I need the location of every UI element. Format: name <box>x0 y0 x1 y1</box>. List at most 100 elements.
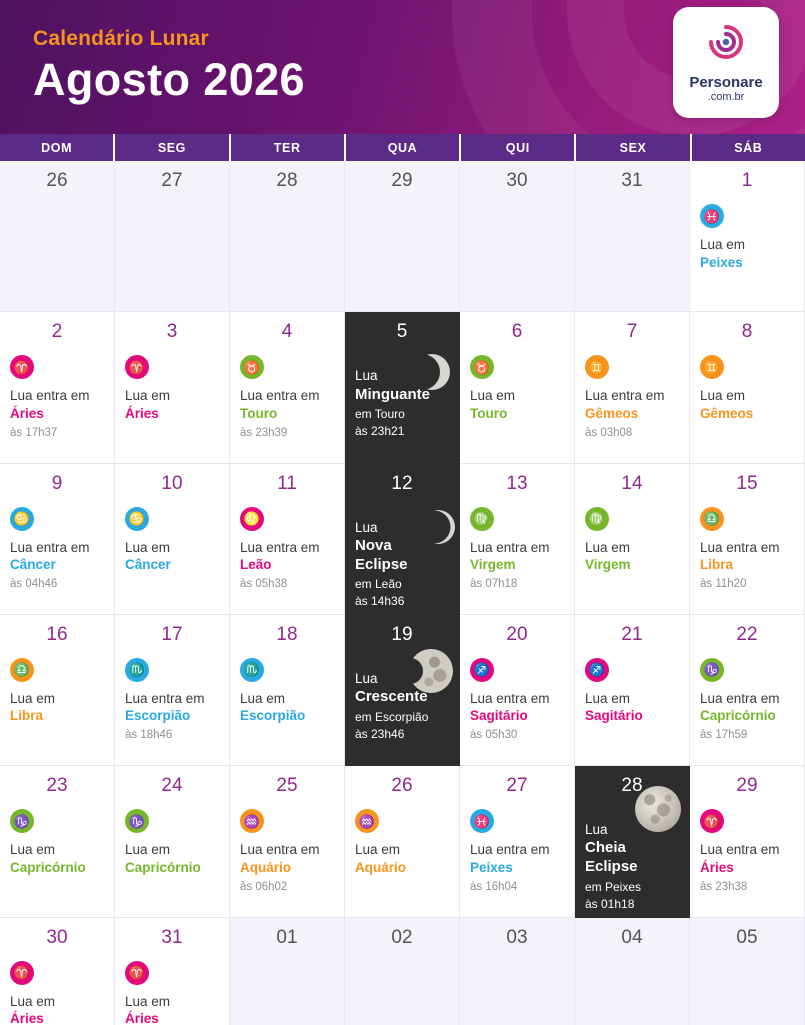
day-cell-28: 28 <box>230 161 345 313</box>
aquario-zodiac-icon: ♒ <box>240 809 264 834</box>
moon-word: Lua <box>355 670 378 686</box>
day-number: 27 <box>506 775 528 797</box>
moon-position-text: Lua entra em <box>470 690 550 706</box>
moon-position-text: Lua em <box>125 993 171 1009</box>
day-cell-29: 29 <box>345 161 460 313</box>
moon-position-text: Lua entra em <box>700 842 780 858</box>
sign-label: Áries <box>10 1011 44 1025</box>
day-cell-31: 31 ♈ Lua em Áries <box>115 917 230 1025</box>
weekday-header-row: DOM SEG TER QUA QUI SEX SÁB <box>0 134 805 161</box>
moon-position-text: Lua em <box>10 842 56 858</box>
virgem-zodiac-icon: ♍ <box>470 506 494 531</box>
aries-zodiac-icon: ♈ <box>10 960 34 985</box>
day-number: 29 <box>391 170 413 191</box>
time-label: às 17h59 <box>700 729 748 742</box>
sign-label: Sagitário <box>470 708 528 724</box>
day-number: 24 <box>161 775 183 797</box>
calendar-subtitle: Calendário Lunar <box>33 27 209 50</box>
aquario-zodiac-icon: ♒ <box>355 809 379 834</box>
moon-position-text: Lua entra em <box>700 539 780 555</box>
day-number: 3 <box>166 321 178 343</box>
moon-position-text: Lua entra em <box>10 388 90 404</box>
day-cell-16: 16 ♎ Lua em Libra <box>0 614 115 767</box>
day-cell-17: 17 ♏ Lua entra em Escorpião às 18h46 <box>115 614 230 767</box>
time-label: às 03h08 <box>585 426 633 439</box>
day-number: 02 <box>391 926 413 948</box>
moon-time-label: às 23h46 <box>355 726 405 741</box>
day-cell-5: 5 Lua Minguante em Touro às 23h21 <box>345 312 460 464</box>
weekday-dom: DOM <box>0 134 114 161</box>
day-cell-25: 25 ♒ Lua entra em Aquário às 06h02 <box>230 766 345 918</box>
sign-label: Escorpião <box>125 708 191 724</box>
day-number: 2 <box>51 321 63 343</box>
peixes-zodiac-icon: ♓ <box>470 809 494 834</box>
day-cell-31: 31 <box>575 161 690 313</box>
day-number: 9 <box>51 472 63 494</box>
day-cell-6: 6 ♉ Lua em Touro <box>460 312 575 464</box>
day-number: 18 <box>276 623 298 645</box>
sign-label: Touro <box>240 405 278 421</box>
sign-label: Câncer <box>10 557 56 573</box>
moon-sign-detail: em Leão <box>355 577 402 592</box>
day-number: 05 <box>736 926 758 948</box>
day-number: 25 <box>276 775 298 797</box>
moon-word: Lua <box>355 519 378 535</box>
time-label: às 16h04 <box>470 880 518 893</box>
day-cell-20: 20 ♐ Lua entra em Sagitário às 05h30 <box>460 614 575 767</box>
day-number: 21 <box>621 623 643 645</box>
moon-time-label: às 14h36 <box>355 593 405 608</box>
day-number: 20 <box>506 623 528 645</box>
moon-phase-label: Minguante <box>355 385 430 403</box>
day-number: 26 <box>46 170 68 191</box>
moon-phase-label: Cheia Eclipse <box>585 839 638 876</box>
day-number: 11 <box>277 472 297 494</box>
day-number: 22 <box>736 623 758 645</box>
sign-label: Libra <box>700 557 734 573</box>
capricornio-zodiac-icon: ♑ <box>10 809 34 834</box>
logo-domain: .com.br <box>707 91 745 103</box>
day-cell-8: 8 ♊ Lua em Gêmeos <box>690 312 805 464</box>
time-label: às 05h30 <box>470 729 518 742</box>
moon-time-label: às 01h18 <box>585 896 635 911</box>
weekday-qui: QUI <box>461 134 575 161</box>
day-number: 16 <box>46 623 68 645</box>
time-label: às 04h46 <box>10 578 58 591</box>
sign-label: Escorpião <box>240 708 306 724</box>
day-number: 19 <box>391 623 413 645</box>
sign-label: Libra <box>10 708 44 724</box>
day-cell-28: 28 Lua Cheia Eclipse em Peixes às 01h18 <box>575 766 690 918</box>
sign-label: Capricórnio <box>125 859 201 875</box>
calendar-header: Calendário Lunar Agosto 2026 Personare .… <box>0 0 805 134</box>
moon-cheia-image <box>635 786 681 833</box>
day-number: 26 <box>391 775 413 797</box>
weekday-seg: SEG <box>115 134 229 161</box>
sign-label: Peixes <box>700 254 743 270</box>
moon-position-text: Lua em <box>700 388 746 404</box>
moon-position-text: Lua entra em <box>240 539 320 555</box>
moon-position-text: Lua entra em <box>10 539 90 555</box>
personare-logo[interactable]: Personare .com.br <box>673 7 779 118</box>
day-number: 31 <box>621 170 643 191</box>
day-number: 27 <box>161 170 183 191</box>
sign-label: Leão <box>240 557 272 573</box>
day-number: 30 <box>506 170 528 191</box>
cancer-zodiac-icon: ♋ <box>125 506 149 531</box>
gemeos-zodiac-icon: ♊ <box>700 355 724 380</box>
sign-label: Capricórnio <box>10 859 86 875</box>
day-cell-1: 1 ♓ Lua em Peixes <box>690 161 805 313</box>
sign-label: Sagitário <box>585 708 643 724</box>
day-number: 12 <box>391 472 413 494</box>
sign-label: Gêmeos <box>585 405 639 421</box>
sign-label: Virgem <box>585 557 631 573</box>
day-cell-30: 30 <box>460 161 575 313</box>
calendar-grid: 26 27 28 29 30 31 1 ♓ Lua em Peixes 2 ♈ Lua entra em… <box>0 161 805 1025</box>
day-number: 17 <box>161 623 183 645</box>
day-number: 31 <box>161 926 183 948</box>
leao-zodiac-icon: ♌ <box>240 506 264 531</box>
day-cell-7: 7 ♊ Lua entra em Gêmeos às 03h08 <box>575 312 690 464</box>
peixes-zodiac-icon: ♓ <box>700 204 724 228</box>
moon-phase-label: Nova Eclipse <box>355 536 408 573</box>
sign-label: Peixes <box>470 859 513 875</box>
sign-label: Capricórnio <box>700 708 776 724</box>
